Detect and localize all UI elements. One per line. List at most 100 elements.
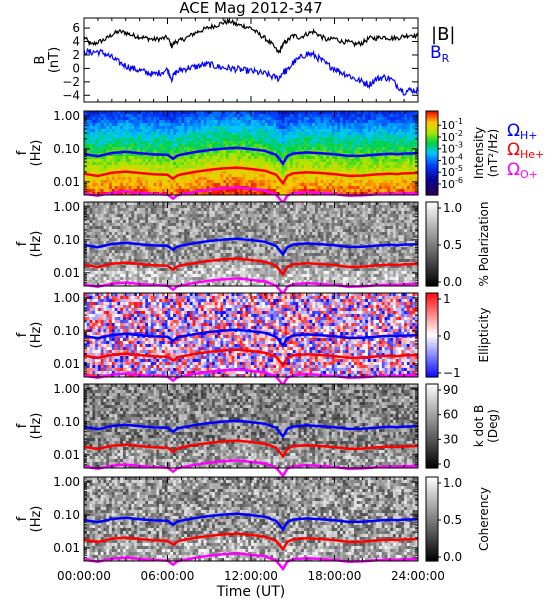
- heatmap-cell: [103, 183, 107, 187]
- heatmap-cell: [306, 126, 310, 130]
- heatmap-cell: [195, 208, 199, 212]
- heatmap-cell: [103, 135, 107, 139]
- heatmap-cell: [276, 120, 280, 124]
- heatmap-cell: [390, 126, 394, 130]
- heatmap-cell: [220, 117, 224, 121]
- heatmap-cell: [178, 111, 182, 115]
- heatmap-cell: [86, 226, 91, 230]
- heatmap-cell: [95, 129, 99, 133]
- heatmap-cell: [142, 129, 146, 133]
- heatmap-cell: [262, 126, 266, 130]
- heatmap-cell: [292, 111, 297, 115]
- heatmap-cell: [353, 132, 358, 136]
- heatmap-cell: [170, 232, 174, 236]
- heatmap-cell: [367, 117, 372, 121]
- heatmap-cell: [217, 132, 221, 136]
- heatmap-cell: [356, 111, 361, 115]
- heatmap-cell: [150, 111, 155, 115]
- heatmap-cell: [287, 141, 291, 145]
- heatmap-cell: [370, 202, 374, 206]
- heatmap-cell: [186, 180, 191, 184]
- heatmap-cell: [178, 114, 182, 118]
- heatmap-cell: [315, 135, 319, 139]
- heatmap-cell: [387, 123, 391, 127]
- heatmap-cell: [262, 159, 266, 163]
- heatmap-cell: [186, 141, 191, 145]
- heatmap-cell: [262, 211, 266, 215]
- heatmap-cell: [373, 114, 377, 118]
- heatmap-cell: [362, 165, 366, 169]
- heatmap-cell: [298, 123, 302, 127]
- heatmap-cell: [242, 120, 246, 124]
- heatmap-cell: [328, 147, 333, 151]
- heatmap-cell: [312, 217, 316, 221]
- heatmap-cell: [120, 141, 124, 145]
- heatmap-cell: [353, 177, 358, 181]
- heatmap-cell: [351, 135, 355, 139]
- heatmap-cell: [92, 126, 96, 130]
- heatmap-cell: [337, 226, 341, 230]
- heatmap-cell: [220, 223, 224, 227]
- heatmap-cell: [220, 183, 224, 187]
- heatmap-cell: [273, 120, 277, 124]
- heatmap-cell: [362, 211, 366, 215]
- heatmap-cell: [228, 114, 233, 118]
- heatmap-cell: [214, 111, 219, 115]
- heatmap-cell: [328, 159, 333, 163]
- heatmap-cell: [106, 132, 110, 136]
- heatmap-cell: [340, 138, 344, 142]
- heatmap-cell: [395, 120, 400, 124]
- heatmap-cell: [320, 120, 324, 124]
- heatmap-cell: [161, 123, 166, 127]
- heatmap-cell: [317, 120, 322, 124]
- heatmap-cell: [412, 138, 416, 142]
- heatmap-cell: [351, 117, 355, 121]
- colorbar-unit: (nT²/Hz): [486, 129, 500, 177]
- heatmap-cell: [376, 117, 380, 121]
- heatmap-cell: [237, 135, 241, 139]
- heatmap-cell: [312, 129, 316, 133]
- heatmap-cell: [195, 114, 199, 118]
- heatmap-cell: [345, 180, 349, 184]
- heatmap-cell: [345, 117, 349, 121]
- heatmap-cell: [351, 129, 355, 133]
- heatmap-cell: [92, 138, 96, 142]
- heatmap-cell: [122, 114, 127, 118]
- heatmap-cell: [404, 183, 408, 187]
- heatmap-cell: [301, 120, 305, 124]
- heatmap-cell: [315, 126, 319, 130]
- heatmap-cell: [326, 111, 330, 115]
- heatmap-cell: [345, 138, 349, 142]
- heatmap-cell: [195, 144, 199, 148]
- heatmap-cell: [86, 220, 91, 224]
- heatmap-cell: [228, 232, 233, 236]
- heatmap-cell: [292, 129, 297, 133]
- heatmap-cell: [145, 208, 149, 212]
- heatmap-cell: [184, 138, 188, 142]
- heatmap-cell: [89, 135, 93, 139]
- heatmap-cell: [134, 123, 138, 127]
- heatmap-cell: [404, 144, 408, 148]
- heatmap-cell: [351, 120, 355, 124]
- heatmap-cell: [120, 214, 124, 218]
- heatmap-cell: [122, 129, 127, 133]
- heatmap-cell: [136, 208, 141, 212]
- heatmap-cell: [209, 138, 213, 142]
- heatmap-cell: [134, 132, 138, 136]
- heatmap-cell: [404, 165, 408, 169]
- heatmap-cell: [295, 144, 299, 148]
- heatmap-cell: [292, 135, 297, 139]
- heatmap-cell: [195, 135, 199, 139]
- heatmap-cell: [342, 114, 347, 118]
- heatmap-cell: [359, 132, 363, 136]
- heatmap-cell: [178, 208, 182, 212]
- heatmap-cell: [370, 214, 374, 218]
- heatmap-cell: [303, 165, 308, 169]
- heatmap-cell: [212, 114, 216, 118]
- heatmap-cell: [120, 180, 124, 184]
- heatmap-cell: [404, 123, 408, 127]
- heatmap-cell: [248, 129, 252, 133]
- heatmap-cell: [334, 123, 338, 127]
- heatmap-cell: [248, 135, 252, 139]
- heatmap-cell: [186, 205, 191, 209]
